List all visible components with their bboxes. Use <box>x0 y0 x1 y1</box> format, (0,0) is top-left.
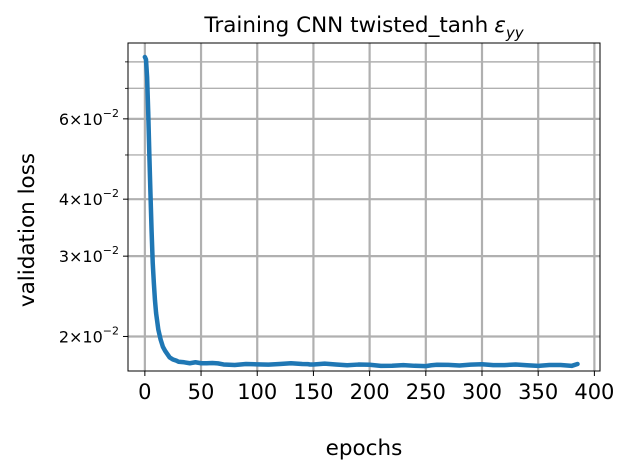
plot-frame <box>127 42 601 372</box>
x-axis: 0 50 100 150 200 250 300 350 400 <box>138 371 614 404</box>
x-axis-label: epochs <box>326 436 403 461</box>
series-layer <box>142 54 580 369</box>
x-tick-label: 100 <box>237 380 277 404</box>
chart-title-subscript: yy <box>505 24 525 42</box>
chart-title-symbol: ε <box>494 13 506 38</box>
y-axis: 2×10−2 3×10−2 4×10−2 6×10−2 <box>59 61 128 346</box>
x-tick-label: 300 <box>462 380 502 404</box>
x-tick-label: 350 <box>518 380 558 404</box>
y-tick-label: 4×10−2 <box>59 187 119 209</box>
x-tick-label: 200 <box>350 380 390 404</box>
series-line <box>142 54 580 369</box>
chart-title: Training CNN twisted_tanh εyy <box>203 13 524 42</box>
x-tick-label: 150 <box>293 380 333 404</box>
y-axis-label: validation loss <box>15 153 40 307</box>
x-tick-label: 400 <box>574 380 614 404</box>
x-tick-label: 0 <box>138 380 151 404</box>
chart-title-text: Training CNN twisted_tanh <box>203 13 488 38</box>
y-tick-label: 2×10−2 <box>59 324 119 346</box>
x-tick-label: 50 <box>188 380 215 404</box>
grid <box>128 43 600 371</box>
y-tick-label: 3×10−2 <box>59 244 119 266</box>
y-tick-label: 6×10−2 <box>59 107 119 129</box>
x-tick-label: 250 <box>406 380 446 404</box>
